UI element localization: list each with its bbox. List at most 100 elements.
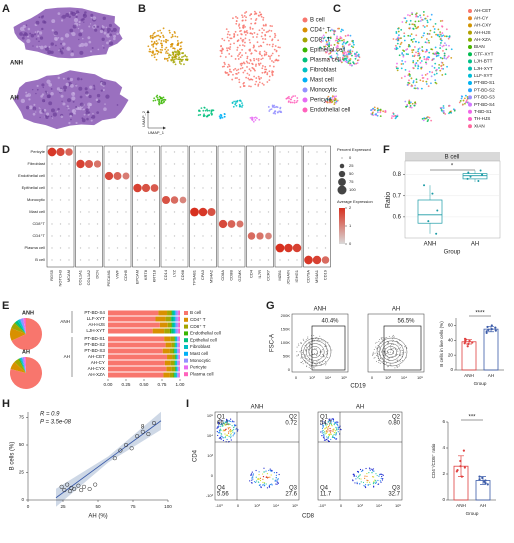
gene-block	[274, 145, 303, 268]
cell-dot	[327, 57, 330, 60]
tissue-texture	[79, 50, 84, 55]
background-dot	[239, 247, 241, 249]
event-dot	[330, 424, 333, 426]
background-dot	[145, 175, 147, 177]
background-dot	[287, 163, 290, 165]
event-dot	[372, 468, 375, 470]
event-dot	[328, 433, 331, 435]
legend-label: Mast cell	[190, 351, 208, 356]
cell-dot	[294, 95, 297, 97]
cell-dot	[241, 44, 244, 47]
event-dot	[391, 338, 393, 340]
event-dot	[330, 438, 332, 441]
cell-dot	[443, 42, 446, 45]
event-dot	[316, 364, 318, 366]
background-dot	[182, 175, 184, 177]
cell-dot	[424, 117, 427, 120]
cell-dot	[415, 13, 417, 16]
background-dot	[153, 175, 156, 177]
event-dot	[324, 427, 326, 429]
event-dot	[305, 350, 307, 352]
cell-dot	[323, 36, 326, 39]
tissue-texture	[64, 33, 70, 38]
cell-dot	[171, 45, 174, 47]
tissue-texture	[77, 27, 80, 30]
cell-dot	[379, 108, 382, 111]
event-dot	[296, 346, 298, 348]
cell-dot	[274, 110, 277, 113]
cell-dot	[433, 73, 436, 76]
background-dot	[96, 151, 99, 153]
event-dot	[396, 365, 398, 367]
cell-dot	[424, 74, 427, 76]
cell-dot	[236, 77, 238, 79]
bar-segment	[178, 366, 180, 372]
event-dot	[257, 481, 259, 483]
flow-frame	[317, 411, 403, 501]
tissue-texture	[38, 16, 41, 19]
event-dot	[391, 340, 393, 342]
row-label: CD8⁺T	[32, 221, 45, 226]
cell-dot	[339, 37, 341, 40]
event-dot	[226, 438, 228, 441]
expression-dot	[218, 219, 228, 229]
event-dot	[272, 478, 274, 480]
cell-dot	[320, 41, 323, 43]
event-dot	[315, 355, 317, 357]
background-dot	[267, 151, 270, 153]
cell-dot	[352, 41, 355, 44]
point	[490, 324, 493, 327]
bar-segment	[172, 322, 174, 328]
cell-dot	[177, 53, 179, 56]
event-dot	[231, 429, 234, 431]
density-contour	[308, 346, 321, 358]
cell-dot	[268, 70, 271, 73]
background-dot	[307, 199, 310, 201]
cell-dot	[337, 45, 339, 48]
background-dot	[307, 235, 310, 237]
cell-dot	[404, 75, 406, 78]
tissue-texture	[71, 92, 76, 97]
point	[436, 209, 439, 212]
legend-label: Pericyte	[190, 365, 207, 370]
cell-dot	[161, 44, 164, 47]
cell-dot	[430, 119, 433, 122]
event-dot	[324, 424, 327, 426]
background-dot	[210, 151, 213, 153]
expression-dot	[179, 196, 187, 204]
event-dot	[249, 480, 251, 482]
tissue-texture	[28, 105, 33, 110]
event-dot	[397, 366, 399, 368]
legend-swatch	[184, 351, 188, 356]
background-dot	[316, 151, 318, 153]
event-dot	[392, 356, 394, 358]
cell-dot	[245, 60, 248, 63]
cell-dot	[333, 103, 336, 106]
event-dot	[364, 484, 367, 486]
tissue-texture	[39, 108, 41, 110]
cell-dot	[261, 27, 264, 30]
cell-dot	[441, 67, 443, 70]
cell-dot	[422, 119, 425, 122]
gene-label: VWF	[115, 269, 120, 278]
gate-percent: 56.5%	[397, 319, 415, 325]
cell-dot	[342, 56, 344, 59]
cell-dot	[408, 82, 411, 85]
tissue-texture	[38, 40, 40, 43]
legend-label: CTF-XYT	[474, 51, 494, 56]
axis-title: FSC-A	[270, 334, 276, 352]
event-dot	[335, 431, 337, 434]
tissue-texture	[32, 106, 37, 111]
cell-dot	[152, 99, 155, 102]
cell-dot	[267, 106, 270, 108]
cell-dot	[405, 49, 407, 51]
event-dot	[396, 366, 398, 368]
cell-dot	[252, 120, 255, 123]
background-dot	[136, 235, 139, 237]
cell-dot	[248, 62, 251, 65]
cell-dot	[390, 117, 393, 119]
expression-dot	[284, 243, 293, 253]
legend-label: CD4⁺ T	[310, 27, 331, 34]
cell-dot	[257, 58, 260, 60]
tissue-texture	[56, 110, 59, 113]
